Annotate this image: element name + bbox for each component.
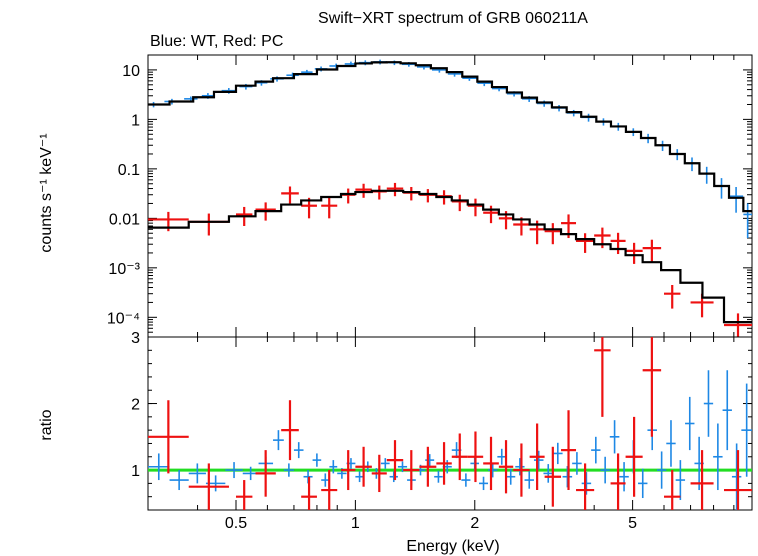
x-tick-label: 0.5 bbox=[225, 515, 247, 532]
plot-layer: 10 1 0.1 0.01 10⁻³ 10⁻⁴ 1 2 3 0.5 1 2 5 bbox=[107, 54, 753, 532]
x-tick-label: 5 bbox=[628, 515, 637, 532]
spectrum-y-tick-label: 10⁻³ bbox=[108, 261, 140, 278]
spectrum-y-tick-label: 0.01 bbox=[109, 211, 140, 228]
ratio-y-tick-label: 2 bbox=[131, 397, 140, 414]
spectrum-y-tick-label: 0.1 bbox=[118, 162, 140, 179]
x-tick-label: 2 bbox=[470, 515, 479, 532]
spectrum-y-label: counts s⁻¹ keV⁻¹ bbox=[38, 133, 55, 252]
ratio-y-tick-label: 1 bbox=[131, 463, 140, 480]
ratio-y-label: ratio bbox=[38, 409, 55, 440]
spectrum-y-tick-label: 1 bbox=[131, 112, 140, 129]
chart-title: Swift−XRT spectrum of GRB 060211A bbox=[318, 10, 588, 27]
ratio-frame bbox=[147, 336, 753, 511]
wt-model-curve bbox=[148, 61, 752, 213]
ratio-y-tick-label: 3 bbox=[131, 330, 140, 347]
x-tick-label: 1 bbox=[351, 515, 360, 532]
chart-subtitle: Blue: WT, Red: PC bbox=[150, 33, 283, 50]
spectrum-y-tick-label: 10 bbox=[122, 63, 140, 80]
spectrum-y-tick-label: 10⁻⁴ bbox=[107, 310, 140, 327]
pc-model-curve bbox=[148, 189, 752, 324]
x-axis-label: Energy (keV) bbox=[406, 538, 499, 555]
